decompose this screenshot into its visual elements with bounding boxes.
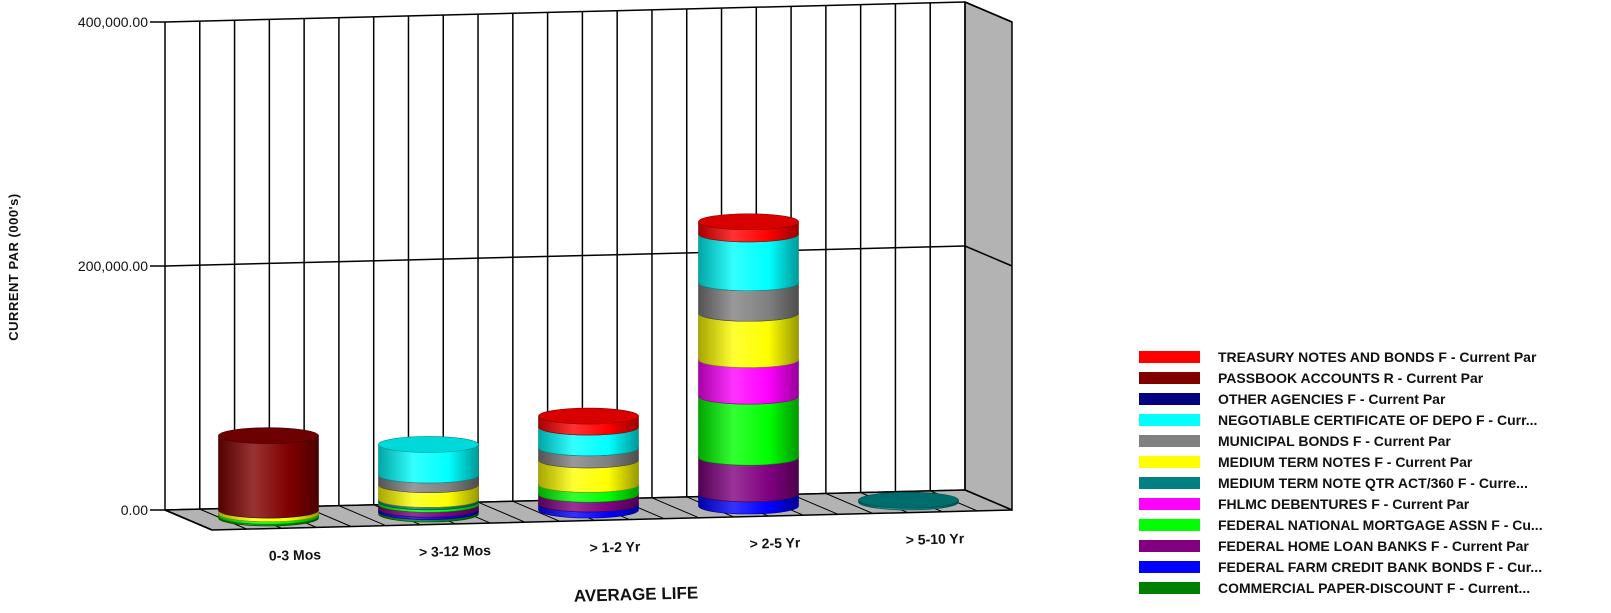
horizontal-gridline: [164, 245, 966, 267]
bar-segment-top: [858, 491, 959, 509]
legend-label: MEDIUM TERM NOTES F - Current Par: [1218, 454, 1473, 470]
floor-gridline: [964, 489, 1013, 511]
floor-gridline: [477, 501, 526, 523]
x-tick-label: > 3-12 Mos: [419, 542, 492, 560]
legend-swatch: [1139, 435, 1200, 447]
legend-label: MUNICIPAL BONDS F - Current Par: [1218, 433, 1451, 449]
legend-swatch: [1139, 477, 1200, 489]
x-axis-title: AVERAGE LIFE: [574, 583, 699, 605]
bar-segment: [698, 456, 799, 503]
y-tick-label: 0.00: [121, 502, 148, 518]
floor-gridline: [338, 505, 387, 527]
horizontal-gridline: [164, 1, 966, 23]
legend-label: OTHER AGENCIES F - Current Par: [1218, 391, 1446, 407]
legend-swatch: [1139, 393, 1200, 405]
bar-segment: [698, 312, 799, 368]
legend-label: TREASURY NOTES AND BONDS F - Current Par: [1218, 349, 1537, 365]
legend-swatch: [1139, 582, 1200, 594]
legend-label: FEDERAL FARM CREDIT BANK BONDS F - Cur..…: [1218, 559, 1542, 575]
side-gridline: [964, 245, 1013, 267]
x-tick-label: > 1-2 Yr: [589, 538, 641, 555]
legend-label: MEDIUM TERM NOTE QTR ACT/360 F - Curre..…: [1218, 475, 1528, 491]
floor-gridline: [651, 497, 700, 519]
legend-label: PASSBOOK ACCOUNTS R - Current Par: [1218, 370, 1484, 386]
bar-segment: [698, 359, 799, 405]
x-axis-categories: 0-3 Mos > 3-12 Mos > 1-2 Yr > 2-5 Yr > 5-10 …: [269, 530, 965, 563]
bar-segment: [698, 233, 799, 292]
bar-stack: [378, 436, 479, 523]
x-tick-label: 0-3 Mos: [269, 546, 322, 563]
legend-label: FEDERAL NATIONAL MORTGAGE ASSN F - Cu...: [1218, 517, 1543, 533]
legend-label: FEDERAL HOME LOAN BANKS F - Current Par: [1218, 538, 1529, 554]
bar-stack: [218, 427, 319, 527]
legend-swatch: [1139, 351, 1200, 363]
bar-segment: [218, 435, 319, 519]
legend-label: NEGOTIABLE CERTIFICATE OF DEPO F - Curr.…: [1218, 412, 1537, 428]
legend-swatch: [1139, 456, 1200, 468]
y-axis-title: CURRENT PAR (000's): [6, 193, 21, 340]
legend-swatch: [1139, 498, 1200, 510]
x-tick-label: > 5-10 Yr: [906, 530, 965, 548]
legend: TREASURY NOTES AND BONDS F - Current Par…: [1139, 349, 1543, 596]
bar-segment-top: [538, 407, 639, 425]
bar-stack: [538, 407, 639, 519]
bar-stack: [698, 213, 799, 515]
legend-swatch: [1139, 414, 1200, 426]
bar-stack: [858, 491, 959, 511]
y-tick-label: 400,000.00: [78, 14, 148, 30]
floor-gridline: [790, 493, 839, 515]
bar-segment-top: [378, 436, 479, 453]
bar-stacks: [218, 213, 959, 527]
legend-label: COMMERCIAL PAPER-DISCOUNT F - Current...: [1218, 580, 1530, 596]
bar-segment: [538, 459, 639, 493]
bar-segment-top: [218, 427, 319, 444]
floor-gridline: [512, 500, 561, 522]
floor-gridline: [825, 493, 874, 514]
floor-edge: [164, 509, 213, 531]
y-tick-label: 200,000.00: [78, 258, 148, 274]
legend-swatch: [1139, 540, 1200, 552]
x-tick-label: > 2-5 Yr: [749, 534, 801, 551]
legend-swatch: [1139, 519, 1200, 531]
legend-swatch: [1139, 561, 1200, 573]
bar-segment: [698, 395, 799, 466]
legend-label: FHLMC DEBENTURES F - Current Par: [1218, 496, 1470, 512]
bar-segment: [378, 444, 479, 484]
y-axis-ticks: 0.00 200,000.00 400,000.00: [78, 14, 148, 518]
bar-segment: [698, 282, 799, 322]
legend-swatch: [1139, 372, 1200, 384]
bar-segment-top: [698, 213, 799, 231]
side-gridline: [964, 1, 1013, 23]
